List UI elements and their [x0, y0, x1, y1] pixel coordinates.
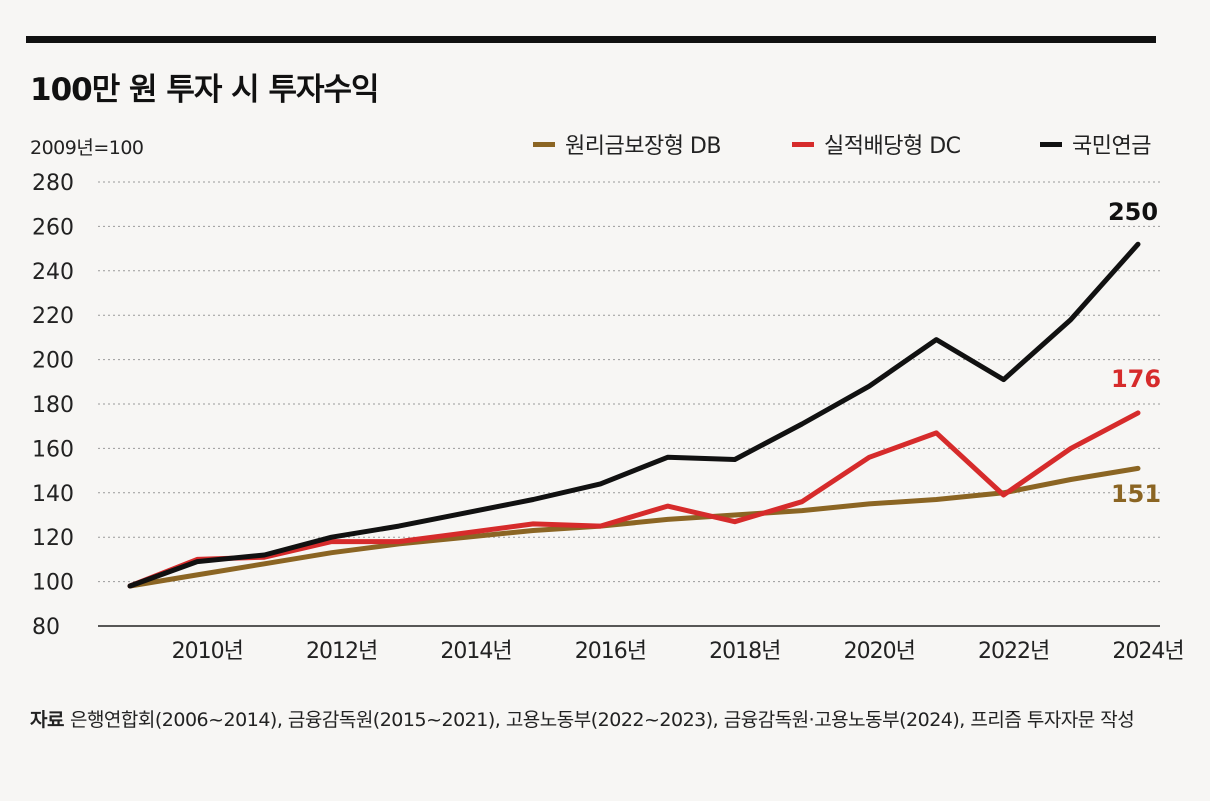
y-tick-label: 80 [32, 615, 60, 640]
y-tick-label: 100 [32, 571, 74, 596]
source-label: 자료 [30, 709, 64, 731]
legend-label-np: 국민연금 [1072, 134, 1151, 159]
source-note: 자료 은행연합회(2006~2014), 금융감독원(2015~2021), 고용… [30, 704, 1170, 737]
y-tick-label: 260 [32, 215, 74, 240]
x-tick-label: 2024년 [1112, 639, 1183, 664]
top-rule [26, 36, 1156, 43]
end-label-db: 151 [1111, 480, 1161, 508]
y-tick-label: 280 [32, 171, 74, 196]
legend-label-dc: 실적배당형 DC [824, 134, 961, 159]
legend-item-db: 원리금보장형 DB [533, 128, 721, 160]
y-tick-label: 180 [32, 393, 74, 418]
unit-note: 2009년=100 [30, 137, 144, 159]
x-tick-label: 2022년 [978, 639, 1049, 664]
y-tick-label: 200 [32, 349, 74, 374]
series-line-db [127, 465, 1141, 589]
y-tick-label: 140 [32, 482, 74, 507]
x-tick-label: 2018년 [709, 639, 780, 664]
legend-swatch-dc [792, 141, 814, 147]
legend-swatch-db [533, 141, 555, 147]
x-tick-label: 2020년 [844, 639, 915, 664]
legend-item-np: 국민연금 [1040, 128, 1151, 160]
y-tick-label: 120 [32, 526, 74, 551]
x-tick-label: 2012년 [306, 639, 377, 664]
chart-title: 100만 원 투자 시 투자수익 [30, 72, 380, 108]
x-tick-label: 2010년 [172, 639, 243, 664]
legend-label-db: 원리금보장형 DB [565, 134, 721, 159]
legend-swatch-np [1040, 141, 1062, 147]
x-tick-label: 2016년 [575, 639, 646, 664]
series-line-dc [127, 410, 1141, 589]
source-text: 은행연합회(2006~2014), 금융감독원(2015~2021), 고용노동… [69, 709, 1135, 731]
end-label-dc: 176 [1111, 365, 1161, 393]
end-label-np: 250 [1108, 198, 1158, 226]
legend-item-dc: 실적배당형 DC [792, 128, 961, 160]
y-tick-label: 240 [32, 260, 74, 285]
x-tick-label: 2014년 [440, 639, 511, 664]
series-line-np [127, 241, 1141, 589]
y-tick-label: 220 [32, 304, 74, 329]
y-tick-label: 160 [32, 437, 74, 462]
